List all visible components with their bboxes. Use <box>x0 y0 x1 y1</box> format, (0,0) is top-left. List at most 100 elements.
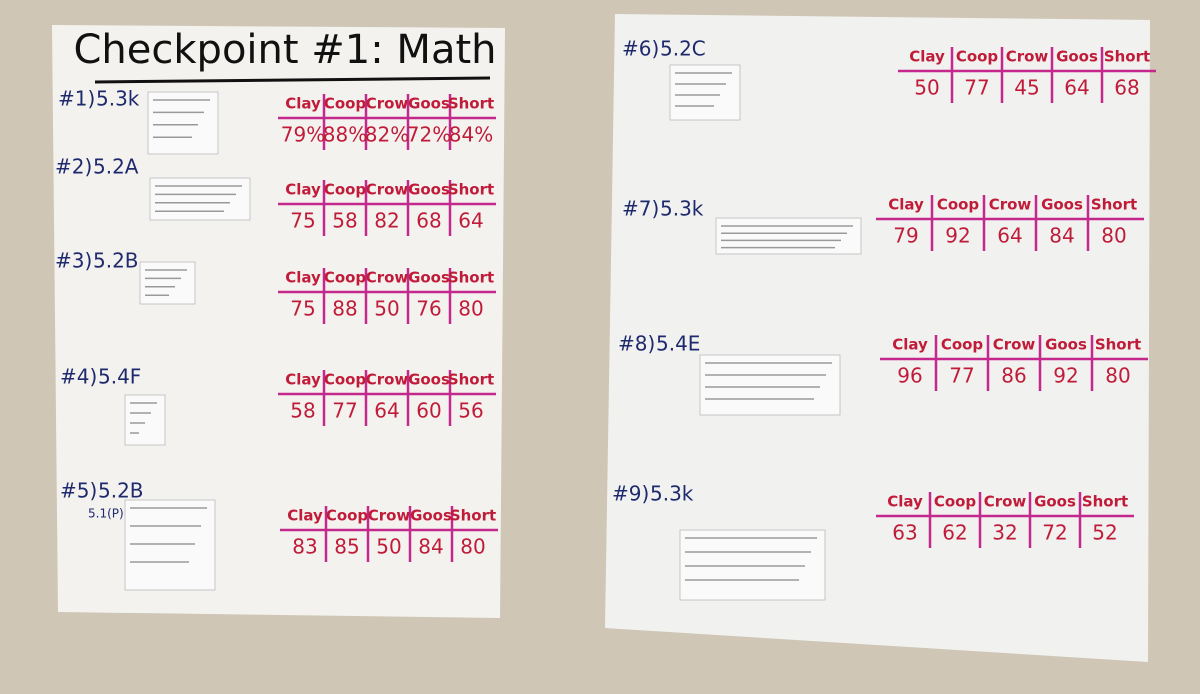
team-header: Crow <box>366 269 409 287</box>
item-standard: 5.2B <box>98 479 144 503</box>
item-standard: 5.2B <box>93 249 139 273</box>
question-printout <box>139 261 196 305</box>
team-score: 82 <box>374 209 399 233</box>
team-score: 76 <box>416 297 441 321</box>
team-score: 92 <box>1053 364 1078 388</box>
team-score: 85 <box>334 535 359 559</box>
team-score: 62 <box>942 521 967 545</box>
team-header: Crow <box>993 336 1036 354</box>
team-header: Crow <box>989 196 1032 214</box>
item-standard: 5.2C <box>660 37 706 61</box>
team-score: 77 <box>964 76 989 100</box>
team-score: 75 <box>290 297 315 321</box>
team-score: 86 <box>1001 364 1026 388</box>
team-score: 88 <box>332 297 357 321</box>
team-header: Crow <box>366 95 409 113</box>
team-score: 50 <box>374 297 399 321</box>
team-header: Clay <box>287 507 323 525</box>
team-header: Goos <box>408 371 450 389</box>
item-number: #8) <box>618 332 655 356</box>
team-header: Coop <box>941 336 984 354</box>
team-header: Clay <box>285 95 321 113</box>
team-score: 60 <box>416 399 441 423</box>
team-score: 92 <box>945 224 970 248</box>
question-printout <box>715 217 862 255</box>
item-number: #1) <box>58 87 95 111</box>
team-score: 82% <box>365 123 409 147</box>
team-score: 64 <box>1064 76 1089 100</box>
team-score: 68 <box>1114 76 1139 100</box>
team-score: 58 <box>332 209 357 233</box>
team-header: Goos <box>408 95 450 113</box>
team-score: 88% <box>323 123 367 147</box>
team-score: 72 <box>1042 521 1067 545</box>
team-score: 64 <box>997 224 1022 248</box>
team-score: 83 <box>292 535 317 559</box>
team-header: Clay <box>285 181 321 199</box>
team-header: Coop <box>324 95 367 113</box>
team-header: Short <box>1104 48 1150 66</box>
team-header: Crow <box>368 507 411 525</box>
team-score: 50 <box>914 76 939 100</box>
item-standard: 5.4F <box>98 365 141 389</box>
team-header: Goos <box>1041 196 1083 214</box>
team-score: 32 <box>992 521 1017 545</box>
team-score: 72% <box>407 123 451 147</box>
item-standard: 5.3k <box>660 197 704 221</box>
team-score: 64 <box>374 399 399 423</box>
team-score: 64 <box>458 209 483 233</box>
team-score: 80 <box>458 297 483 321</box>
poster-right <box>605 14 1150 662</box>
team-header: Short <box>1095 336 1141 354</box>
team-score: 80 <box>1105 364 1130 388</box>
poster-left <box>52 25 505 618</box>
team-score: 68 <box>416 209 441 233</box>
team-score: 84% <box>449 123 493 147</box>
team-score: 77 <box>332 399 357 423</box>
team-header: Goos <box>410 507 452 525</box>
team-header: Coop <box>324 269 367 287</box>
title-underline <box>94 76 491 84</box>
team-header: Short <box>450 507 496 525</box>
question-printout <box>679 529 826 601</box>
team-score: 63 <box>892 521 917 545</box>
team-score: 45 <box>1014 76 1039 100</box>
team-header: Coop <box>326 507 369 525</box>
poster-title: Checkpoint #1: Math <box>74 27 497 73</box>
team-header: Short <box>448 269 494 287</box>
team-score: 80 <box>1101 224 1126 248</box>
question-printout <box>147 91 219 155</box>
item-number: #9) <box>612 482 649 506</box>
team-score: 58 <box>290 399 315 423</box>
question-printout <box>124 499 216 591</box>
item-standard: 5.4E <box>656 332 700 356</box>
item-number: #6) <box>622 37 659 61</box>
team-header: Crow <box>366 371 409 389</box>
item-number: #3) <box>55 249 92 273</box>
question-printout <box>149 177 251 221</box>
team-score: 84 <box>1049 224 1074 248</box>
team-score: 50 <box>376 535 401 559</box>
team-header: Short <box>448 371 494 389</box>
team-score: 77 <box>949 364 974 388</box>
team-header: Clay <box>285 269 321 287</box>
team-header: Goos <box>1056 48 1098 66</box>
team-header: Crow <box>1006 48 1049 66</box>
team-score: 79 <box>893 224 918 248</box>
team-score: 79% <box>281 123 325 147</box>
team-score: 96 <box>897 364 922 388</box>
team-header: Clay <box>285 371 321 389</box>
item-standard: 5.2A <box>93 155 139 179</box>
team-header: Clay <box>892 336 928 354</box>
team-header: Goos <box>408 181 450 199</box>
team-header: Coop <box>324 371 367 389</box>
item-number: #5) <box>60 479 97 503</box>
team-header: Short <box>448 95 494 113</box>
team-score: 75 <box>290 209 315 233</box>
item-note: 5.1(P) <box>88 507 124 521</box>
team-score: 84 <box>418 535 443 559</box>
team-header: Coop <box>956 48 999 66</box>
item-number: #7) <box>622 197 659 221</box>
team-score: 52 <box>1092 521 1117 545</box>
item-standard: 5.3k <box>96 87 140 111</box>
